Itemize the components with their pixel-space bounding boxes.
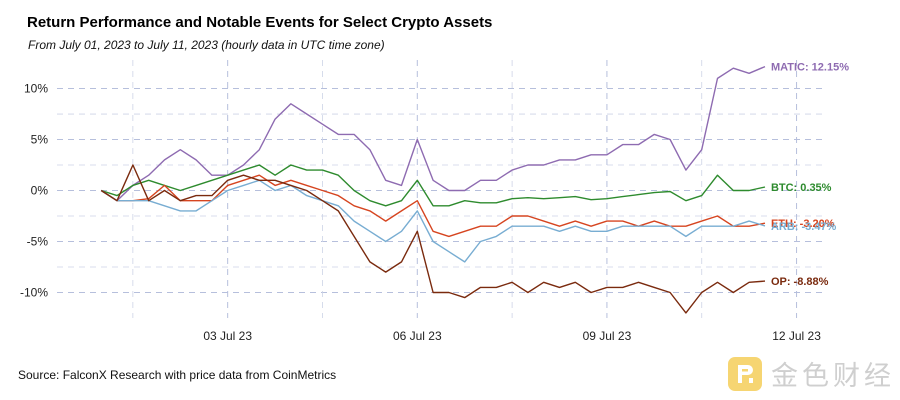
end-label-eth: ETH: -3.20% (771, 218, 835, 230)
end-label-op: OP: -8.88% (771, 276, 829, 288)
x-axis-ticks: 03 Jul 23 06 Jul 23 09 Jul 23 12 Jul 23 (203, 329, 821, 343)
end-label-arb: ARB: -3.47% (771, 221, 837, 233)
end-labels: MATIC: 12.15% BTC: 0.35% ETH: -3.20%ARB: -… (771, 62, 849, 288)
x-tick-label: 06 Jul 23 (393, 329, 442, 343)
y-tick-label: 10% (24, 82, 48, 96)
watermark-logo-icon (728, 356, 762, 391)
y-tick-label: -10% (20, 286, 48, 300)
series-lines (100, 65, 766, 314)
series-line-op (100, 164, 766, 314)
y-tick-label: 5% (31, 133, 49, 147)
grid-lines (57, 60, 825, 318)
y-tick-label: -5% (27, 235, 49, 249)
watermark: 金色财经 (727, 354, 895, 393)
series-line-arb (100, 179, 766, 263)
watermark-text: 金色财经 (771, 361, 895, 392)
source-note: Source: FalconX Research with price data… (18, 368, 337, 382)
y-tick-label: 0% (31, 184, 49, 198)
end-label-matic: MATIC: 12.15% (771, 62, 849, 74)
x-tick-label: 12 Jul 23 (772, 329, 821, 343)
chart-title: Return Performance and Notable Events fo… (27, 14, 493, 31)
series-line-btc (100, 164, 766, 207)
x-tick-label: 03 Jul 23 (203, 329, 252, 343)
x-tick-label: 09 Jul 23 (583, 329, 632, 343)
y-axis-ticks: 10% 5% 0% -5% -10% (20, 82, 48, 300)
series-line-matic (100, 65, 766, 202)
end-label-btc: BTC: 0.35% (771, 182, 832, 194)
chart-subtitle: From July 01, 2023 to July 11, 2023 (hou… (28, 38, 385, 52)
